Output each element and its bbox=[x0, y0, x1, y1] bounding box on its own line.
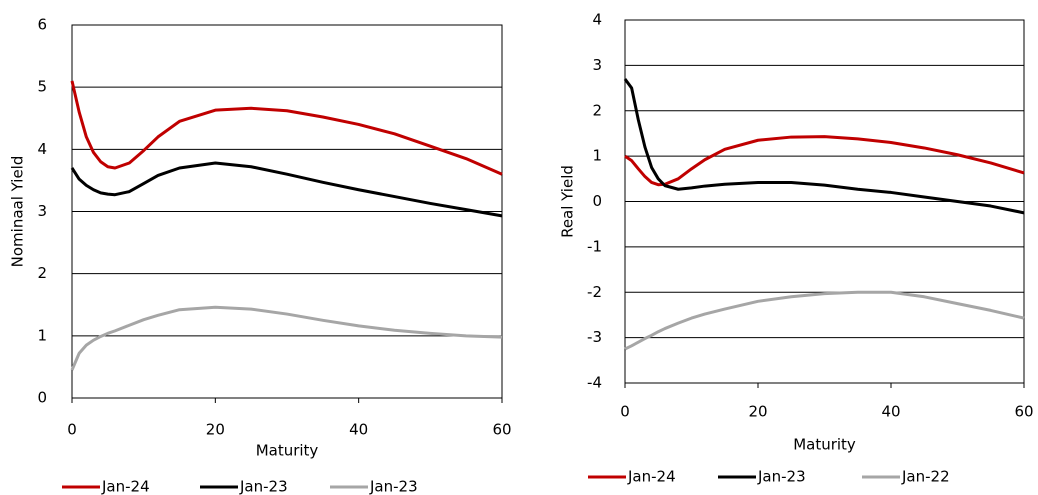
legend-label: Jan-23 bbox=[239, 478, 288, 495]
legend-label: Jan-22 bbox=[901, 468, 950, 486]
series-line bbox=[624, 135, 1025, 187]
y-tick-label: -3 bbox=[587, 328, 602, 346]
x-tick-label: 20 bbox=[206, 421, 225, 439]
x-axis-title: Maturity bbox=[793, 436, 856, 454]
x-axis-title: Maturity bbox=[256, 442, 319, 460]
y-tick-label: 4 bbox=[37, 140, 47, 158]
legend-label: Jan-24 bbox=[101, 478, 150, 495]
y-tick-label: 3 bbox=[592, 56, 602, 74]
y-tick-label: 6 bbox=[37, 16, 47, 34]
y-tick-label: -4 bbox=[587, 374, 602, 392]
x-tick-label: 0 bbox=[620, 403, 630, 421]
y-tick-label: 4 bbox=[592, 11, 602, 29]
x-tick-label: 60 bbox=[492, 421, 511, 439]
series-line bbox=[623, 78, 1025, 215]
y-tick-label: 2 bbox=[592, 101, 602, 119]
plot-border bbox=[624, 19, 1025, 384]
y-axis-title: Real Yield bbox=[559, 165, 577, 238]
y-tick-label: 0 bbox=[592, 192, 602, 210]
y-tick-label: 2 bbox=[37, 264, 47, 282]
x-tick-label: 0 bbox=[67, 421, 77, 439]
series-line bbox=[624, 290, 1025, 351]
y-tick-label: -2 bbox=[587, 283, 602, 301]
series-line bbox=[70, 161, 503, 218]
y-tick-label: 3 bbox=[37, 202, 47, 220]
legend-label: Jan-24 bbox=[627, 468, 676, 486]
y-axis-title: Nominaal Yield bbox=[9, 156, 27, 268]
series-line bbox=[70, 80, 503, 176]
x-tick-label: 40 bbox=[349, 421, 368, 439]
y-tick-label: -1 bbox=[587, 237, 602, 255]
y-tick-label: 1 bbox=[37, 326, 47, 344]
plot-border bbox=[71, 24, 503, 399]
legend-label: Jan-23 bbox=[369, 478, 418, 495]
legend-label: Jan-23 bbox=[757, 468, 806, 486]
y-tick-label: 0 bbox=[37, 389, 47, 407]
y-tick-label: 1 bbox=[592, 147, 602, 165]
x-tick-label: 20 bbox=[748, 403, 767, 421]
y-tick-label: 5 bbox=[37, 78, 47, 96]
series-line bbox=[70, 305, 503, 371]
x-tick-label: 60 bbox=[1014, 403, 1033, 421]
x-tick-label: 40 bbox=[881, 403, 900, 421]
